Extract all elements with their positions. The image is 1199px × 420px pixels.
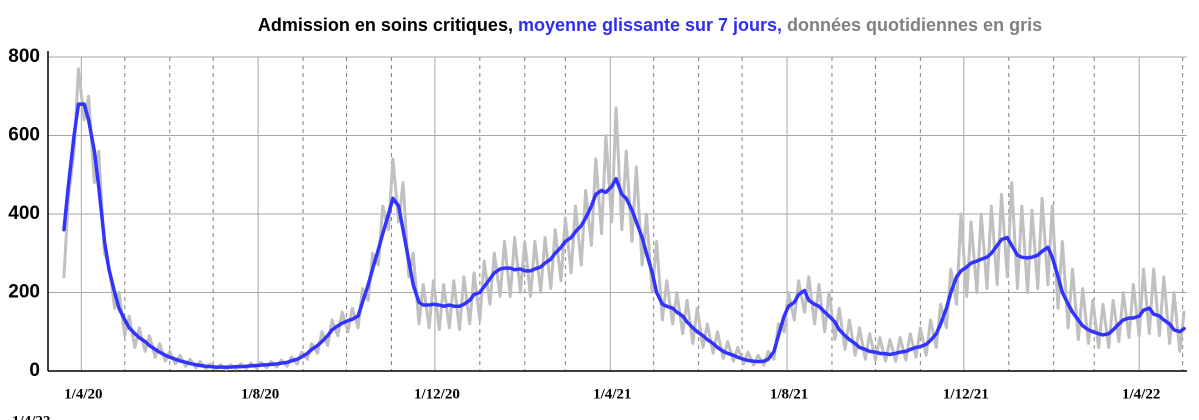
x-tick-label: 1/4/22 [1122, 386, 1160, 402]
annotation: 1/4/22 [12, 413, 50, 420]
y-tick-label: 0 [29, 360, 40, 381]
title-part: moyenne glissante sur 7 jours, [513, 15, 782, 35]
y-tick-label: 200 [8, 282, 40, 303]
title-part: Admission en soins critiques, [258, 15, 513, 35]
y-tick-label: 600 [8, 125, 40, 146]
x-tick-label: 1/8/21 [770, 386, 808, 402]
x-tick-label: 1/12/20 [414, 386, 460, 402]
y-tick-label: 400 [8, 203, 40, 224]
series-line [62, 67, 1186, 371]
x-tick-label: 1/4/21 [593, 386, 631, 402]
series-line [62, 102, 1186, 369]
x-tick-label: 1/4/20 [64, 386, 102, 402]
x-tick-label: 1/12/21 [943, 386, 989, 402]
title-part: données quotidiennes en gris [782, 15, 1042, 35]
y-tick-label: 800 [8, 46, 40, 67]
x-tick-label: 1/8/20 [241, 386, 279, 402]
chart-title: Admission en soins critiques, moyenne gl… [258, 15, 1042, 35]
